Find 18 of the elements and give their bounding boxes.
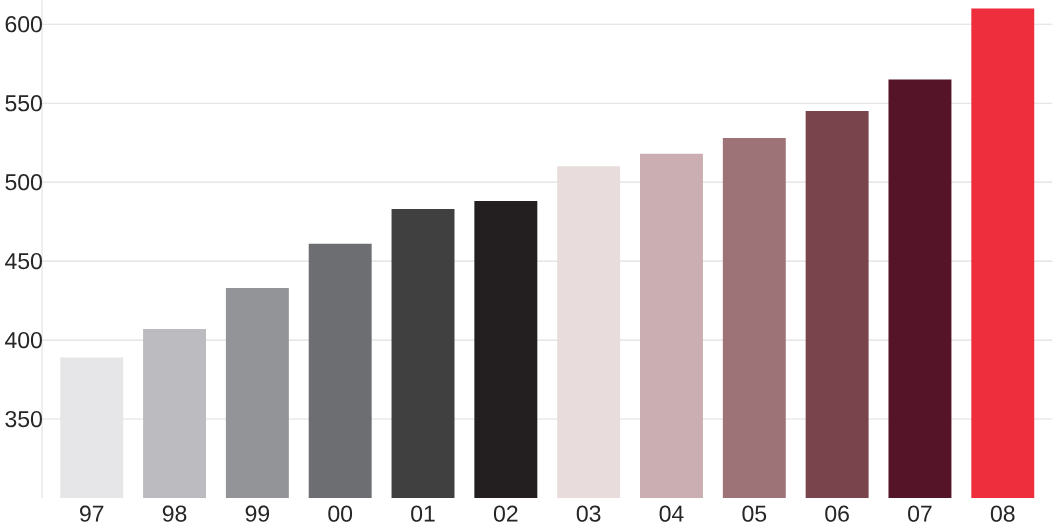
x-tick-label: 07 [908,505,932,522]
x-tick-label: 99 [245,505,270,522]
x-tick-label: 04 [659,505,684,522]
x-tick-label: 06 [825,505,849,522]
x-tick-label: 00 [328,505,353,522]
x-tick-label: 02 [493,505,518,522]
x-tick-label: 97 [80,505,104,522]
y-tick-label: 400 [5,331,42,349]
y-tick-label: 600 [5,15,42,33]
x-tick-label: 08 [990,505,1015,522]
y-tick-label: 450 [5,252,42,270]
x-tick-label: 03 [576,505,601,522]
x-tick-label: 01 [411,505,435,522]
y-tick-label: 550 [5,94,42,112]
x-tick-label: 05 [742,505,767,522]
y-tick-label: 350 [5,410,42,428]
x-tick-label: 98 [162,505,187,522]
y-tick-label: 500 [5,173,42,191]
